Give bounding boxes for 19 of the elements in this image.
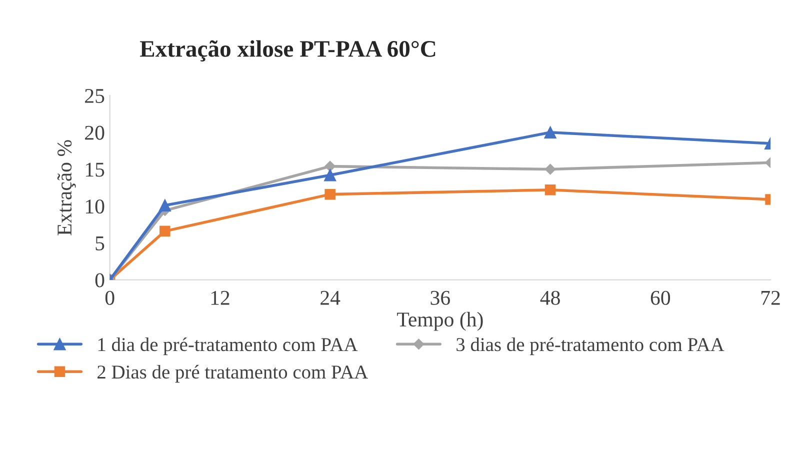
y-axis-title: Extração % bbox=[57, 140, 76, 236]
x-tick-label: 36 bbox=[430, 290, 450, 305]
x-tick-label: 60 bbox=[650, 290, 670, 305]
x-tick-label: 72 bbox=[761, 290, 780, 305]
legend-label: 3 dias de pré-tratamento com PAA bbox=[456, 337, 724, 356]
x-axis-title: Tempo (h) bbox=[397, 312, 483, 331]
legend-label: 2 Dias de pré tratamento com PAA bbox=[98, 364, 368, 383]
y-tick-label: 20 bbox=[85, 126, 104, 140]
y-tick-label: 5 bbox=[96, 236, 104, 250]
y-tick-label: 0 bbox=[95, 273, 104, 288]
x-tick-label: 0 bbox=[105, 290, 114, 305]
x-tick-label: 12 bbox=[211, 290, 230, 305]
legend-label: 1 dia de pré-tratamento com PAA bbox=[98, 337, 358, 356]
y-tick-label: 25 bbox=[85, 88, 104, 103]
x-tick-label: 48 bbox=[540, 290, 560, 305]
chart-title: Extração xilose PT-PAA 60°C bbox=[140, 40, 436, 62]
y-tick-label: 15 bbox=[86, 162, 104, 177]
y-tick-label: 10 bbox=[86, 199, 104, 214]
x-tick-label: 24 bbox=[320, 290, 340, 305]
